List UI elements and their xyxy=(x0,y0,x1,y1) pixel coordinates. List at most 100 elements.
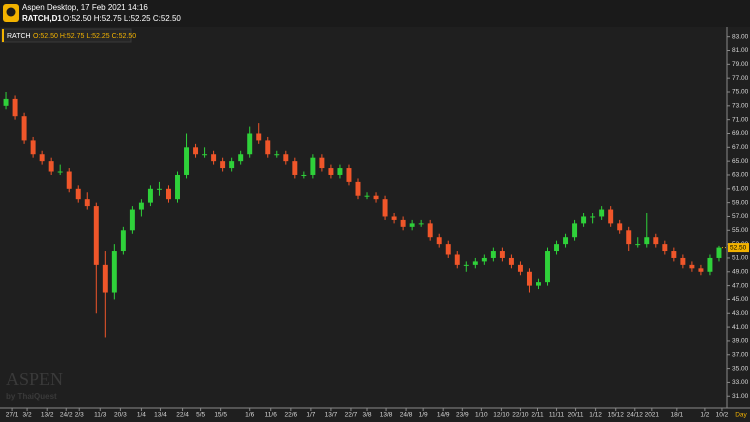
x-tick-label: 11/6 xyxy=(265,412,278,419)
x-tick-label: 3/2 xyxy=(23,412,32,419)
y-tick-label: 45.00 xyxy=(732,296,749,303)
candle-body xyxy=(635,244,641,246)
watermark-tagline: by ThaiQuest xyxy=(6,392,57,401)
x-tick-label: 15/12 xyxy=(608,412,625,419)
candle-body xyxy=(608,209,614,224)
candle-body xyxy=(247,133,253,155)
candle-body xyxy=(21,116,27,141)
x-tick-label: 24/2 xyxy=(60,412,73,419)
candle-body xyxy=(238,154,244,162)
candle-body xyxy=(211,154,217,162)
x-tick-label: 13/8 xyxy=(380,412,393,419)
candle-body xyxy=(671,251,677,258)
title-bar xyxy=(0,0,750,27)
candle-body xyxy=(66,171,72,189)
candle-body xyxy=(184,147,190,175)
candle-body xyxy=(707,257,713,272)
candle-body xyxy=(175,174,180,200)
candle-body xyxy=(111,251,117,293)
candle-body xyxy=(156,188,162,190)
x-tick-label: 10/2 xyxy=(716,412,729,419)
watermark-brand: ASPEN xyxy=(6,369,63,389)
last-price-tag xyxy=(728,243,749,253)
candle-body xyxy=(653,237,659,245)
x-tick-label: 22/6 xyxy=(285,412,298,419)
candle-body xyxy=(716,247,722,258)
x-tick-label: 22/4 xyxy=(176,412,189,419)
x-tick-label: 13/4 xyxy=(154,412,167,419)
candle-body xyxy=(545,251,550,283)
window-title: Aspen Desktop, 17 Feb 2021 14:16 xyxy=(22,3,148,12)
candle-body xyxy=(12,98,18,117)
x-tick-label: 20/11 xyxy=(568,412,584,419)
x-tick-label: 13/7 xyxy=(325,412,338,419)
candle-body xyxy=(39,154,45,162)
y-tick-label: 33.00 xyxy=(732,379,749,386)
x-tick-label: 11/3 xyxy=(94,412,107,419)
y-tick-label: 71.00 xyxy=(732,116,749,123)
y-tick-label: 73.00 xyxy=(732,103,749,110)
y-tick-label: 47.00 xyxy=(732,282,749,289)
symbol: RATCH,D1 xyxy=(22,14,62,23)
candle-body xyxy=(445,244,451,255)
candle-body xyxy=(427,223,433,238)
x-tick-label: 1/9 xyxy=(419,412,428,419)
candle-body xyxy=(680,257,686,265)
y-tick-label: 49.00 xyxy=(732,268,749,275)
x-tick-label: 1/6 xyxy=(245,412,254,419)
candle-body xyxy=(57,171,63,173)
candle-body xyxy=(391,216,397,220)
candle-body xyxy=(84,199,90,207)
x-tick-label: 5/5 xyxy=(196,412,205,419)
candle-body xyxy=(490,251,496,258)
y-tick-label: 61.00 xyxy=(732,186,749,193)
y-tick-label: 35.00 xyxy=(732,365,749,372)
x-tick-label: 1/12 xyxy=(589,412,602,419)
x-tick-label: 15/5 xyxy=(214,412,227,419)
candle-body xyxy=(436,237,442,245)
candle-body xyxy=(319,157,325,169)
y-tick-label: 75.00 xyxy=(732,89,749,96)
y-tick-label: 41.00 xyxy=(732,324,749,331)
y-tick-label: 69.00 xyxy=(732,130,749,137)
candle-body xyxy=(526,271,532,286)
candle-body xyxy=(409,223,415,227)
candle-body xyxy=(563,237,569,245)
candle-body xyxy=(418,223,424,225)
candle-body xyxy=(481,257,487,262)
x-tick-label: 2021 xyxy=(645,412,660,419)
candle-body xyxy=(554,244,560,252)
legend-symbol: RATCH xyxy=(7,33,31,40)
candle-body xyxy=(617,223,623,231)
y-tick-label: 43.00 xyxy=(732,310,749,317)
candle-body xyxy=(698,268,704,272)
candle-body xyxy=(517,264,523,272)
last-price-label: 52.50 xyxy=(730,244,747,251)
y-tick-label: 37.00 xyxy=(732,351,749,358)
candle-body xyxy=(572,223,578,238)
x-tick-label: 20/3 xyxy=(114,412,127,419)
candle-body xyxy=(75,188,81,200)
x-tick-label: 1/7 xyxy=(306,412,315,419)
candle-body xyxy=(689,264,695,269)
candle-body xyxy=(508,257,514,265)
candle-body xyxy=(373,195,379,200)
candle-body xyxy=(355,181,361,196)
x-tick-label: 24/12 xyxy=(627,412,644,419)
x-tick-label: 23/9 xyxy=(456,412,469,419)
app-icon-mark xyxy=(6,7,16,17)
candle-body xyxy=(48,161,54,172)
candle-body xyxy=(93,206,99,265)
candle-body xyxy=(283,154,289,162)
x-tick-label: 11/11 xyxy=(549,412,565,419)
candle-body xyxy=(328,168,334,175)
x-tick-label: 22/7 xyxy=(345,412,358,419)
x-tick-label: 18/1 xyxy=(670,412,683,419)
candle-body xyxy=(382,199,388,217)
candle-body xyxy=(626,230,632,245)
candle-body xyxy=(102,264,108,293)
candle-body xyxy=(662,244,668,252)
candle-body xyxy=(590,216,596,218)
y-tick-label: 39.00 xyxy=(732,338,749,345)
candle-body xyxy=(220,161,226,169)
